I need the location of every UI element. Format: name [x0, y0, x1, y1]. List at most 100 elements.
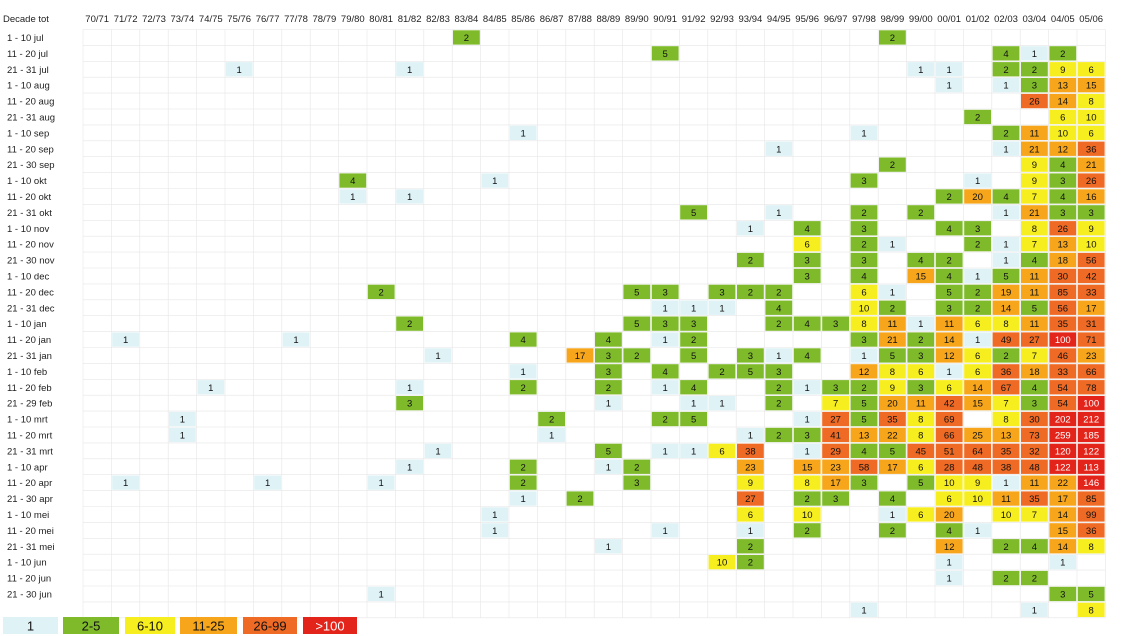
cell-value: 10 [944, 478, 955, 489]
cell-value: 146 [1083, 478, 1099, 489]
heatmap-cell [1021, 332, 1048, 347]
heatmap-cell [935, 284, 963, 299]
heatmap-cell [737, 364, 764, 379]
heatmap-cell [595, 332, 622, 347]
cell-value: 113 [1084, 462, 1099, 473]
heatmap-cell [822, 396, 849, 411]
cell-value: 3 [861, 256, 866, 267]
heatmap-cell [1021, 443, 1048, 458]
cell-value: 12 [944, 542, 955, 553]
cell-value: 16 [1086, 192, 1097, 203]
heatmap-cell [992, 78, 1020, 93]
cell-value: 120 [1055, 446, 1071, 457]
heatmap-cell [1077, 141, 1105, 156]
cell-value: 4 [805, 351, 810, 362]
heatmap-cell [935, 475, 963, 490]
heatmap-cell [822, 380, 849, 395]
cell-value: 20 [887, 399, 898, 410]
cell-value: 122 [1055, 462, 1071, 473]
cell-value: 17 [1058, 494, 1069, 505]
cell-value: 1 [947, 558, 952, 569]
cell-value: 1 [407, 65, 412, 76]
cell-value: 2 [521, 383, 526, 394]
legend-swatch [125, 617, 175, 634]
heatmap-cell [651, 332, 679, 347]
cell-value: 1 [1003, 81, 1008, 92]
cell-value: 6 [947, 494, 952, 505]
cell-value: 1 [748, 430, 753, 441]
column-header: 02/03 [994, 14, 1018, 25]
cell-value: 1 [350, 192, 355, 203]
heatmap-cell [538, 427, 565, 443]
heatmap-cell [935, 491, 963, 506]
cell-value: 122 [1083, 446, 1099, 457]
cell-value: 100 [1083, 399, 1099, 410]
heatmap-cell [1049, 300, 1077, 315]
heatmap-cell [992, 491, 1020, 506]
heatmap-cell [737, 491, 764, 506]
column-header: 92/93 [710, 14, 734, 25]
column-header: 05/06 [1079, 14, 1103, 25]
cell-value: 2 [776, 287, 781, 298]
cell-value: 3 [1060, 208, 1065, 219]
cell-value: 1 [265, 478, 270, 489]
heatmap-cell [793, 237, 821, 252]
heatmap-cell [992, 539, 1020, 554]
cell-value: 22 [887, 430, 898, 441]
cell-value: 48 [1029, 462, 1040, 473]
cell-value: 27 [1029, 335, 1040, 346]
heatmap-cell [822, 316, 849, 331]
heatmap-cell [907, 380, 935, 395]
legend-label: 11-25 [192, 619, 224, 634]
column-header: 01/02 [966, 14, 990, 25]
heatmap-cell [793, 523, 821, 538]
heatmap-cell [1049, 586, 1077, 602]
cell-value: 15 [802, 462, 813, 473]
heatmap-cell [765, 427, 793, 443]
heatmap-cell [737, 523, 764, 538]
cell-value: 73 [1029, 430, 1040, 441]
heatmap-cell [935, 348, 963, 363]
cell-value: 56 [1086, 256, 1097, 267]
cell-value: 2 [975, 303, 980, 314]
cell-value: 1 [379, 478, 384, 489]
heatmap-cell [964, 221, 991, 236]
cell-value: 69 [944, 415, 955, 426]
cell-value: 4 [1032, 383, 1037, 394]
heatmap-cell [737, 555, 764, 570]
cell-value: 5 [663, 49, 668, 60]
cell-value: 1 [492, 510, 497, 521]
cell-value: 11 [887, 319, 897, 330]
cell-value: 1 [975, 271, 980, 282]
cell-value: 66 [1086, 367, 1097, 378]
column-header: 85/86 [511, 14, 535, 25]
cell-value: 14 [1058, 542, 1069, 553]
heatmap-cell [964, 396, 991, 411]
heatmap-cell [793, 411, 821, 427]
heatmap-cell [1021, 316, 1048, 331]
cell-value: 23 [830, 462, 841, 473]
cell-value: 1 [492, 526, 497, 537]
cell-value: 45 [916, 446, 927, 457]
cell-value: 14 [972, 383, 983, 394]
heatmap-cell [1021, 205, 1048, 220]
heatmap-cell [509, 125, 537, 140]
cell-value: 42 [1086, 271, 1097, 282]
cell-value: 2 [890, 303, 895, 314]
heatmap-cell [651, 364, 679, 379]
heatmap-cell [680, 332, 707, 347]
cell-value: 2 [890, 33, 895, 44]
heatmap-cell [850, 316, 878, 331]
heatmap-cell [964, 237, 991, 252]
column-header: 73/74 [171, 14, 195, 25]
heatmap-cell [595, 348, 622, 363]
heatmap-cell [1049, 78, 1077, 93]
cell-value: 12 [859, 367, 870, 378]
heatmap-cell [1049, 507, 1077, 522]
heatmap-cell [1021, 62, 1048, 77]
cell-value: 21 [1029, 208, 1040, 219]
heatmap-cell [623, 348, 651, 363]
heatmap-cell [964, 523, 991, 538]
heatmap-cell [822, 427, 849, 443]
heatmap-cell [935, 316, 963, 331]
